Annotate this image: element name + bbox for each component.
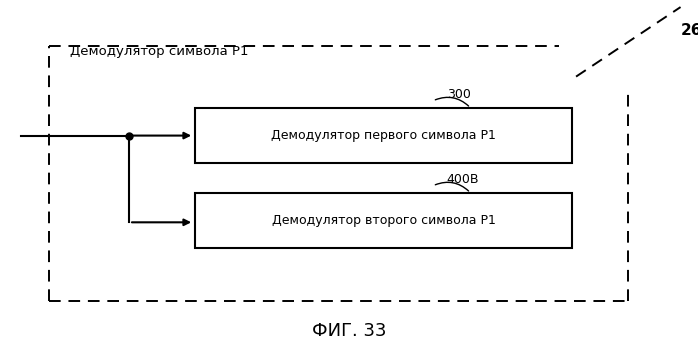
Text: Демодулятор символа Р1: Демодулятор символа Р1	[70, 45, 248, 58]
Text: 300: 300	[447, 88, 470, 101]
Text: Демодулятор первого символа Р1: Демодулятор первого символа Р1	[272, 129, 496, 142]
Text: 26В: 26В	[681, 23, 698, 38]
Bar	[195, 108, 572, 163]
Bar	[195, 193, 572, 248]
Text: 400В: 400В	[447, 173, 480, 186]
Text: Демодулятор второго символа Р1: Демодулятор второго символа Р1	[272, 214, 496, 227]
Text: ФИГ. 33: ФИГ. 33	[312, 322, 386, 340]
